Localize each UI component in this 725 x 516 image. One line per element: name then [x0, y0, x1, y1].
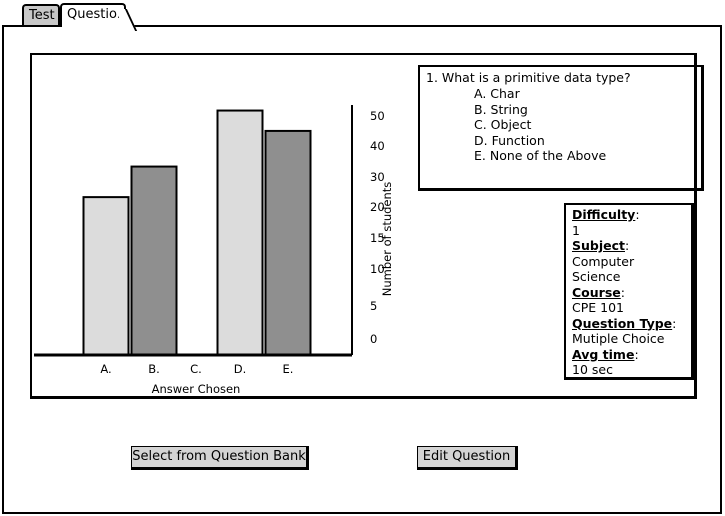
- option-e: E. None of the Above: [474, 148, 607, 163]
- x-axis-title: Answer Chosen: [152, 382, 241, 396]
- subject-value: Computer Science: [572, 253, 635, 285]
- x-tick-label: B.: [148, 362, 160, 376]
- x-tick-label: A.: [100, 362, 111, 376]
- avg-time-value: 10 sec: [572, 362, 613, 377]
- y-tick-label: 10: [370, 262, 385, 276]
- question-panel: 0 5 10 15 20 30 40 50 A. B. C. D. E. Answer Chosen Num…: [2, 25, 722, 514]
- option-b: B. String: [474, 101, 528, 117]
- difficulty-value: 1: [572, 222, 580, 238]
- subject-label: Subject: [572, 238, 625, 253]
- question-details-box: 0 5 10 15 20 30 40 50 A. B. C. D. E. Answer Chosen Num…: [30, 53, 704, 399]
- answer-distribution-chart: 0 5 10 15 20 30 40 50 A. B. C. D. E. Answer Chosen Num…: [34, 105, 394, 396]
- y-tick-label: 15: [370, 231, 385, 245]
- avg-time-label: Avg time: [572, 346, 635, 362]
- tab-test[interactable]: Test: [22, 4, 60, 26]
- y-tick-label: 5: [370, 299, 377, 313]
- bar-a: [82, 196, 130, 356]
- bar-b: [130, 165, 178, 356]
- x-tick-label: E.: [283, 362, 294, 376]
- course-label: Course: [572, 284, 621, 300]
- question-card: 1. What is a primitive data type? A. Cha…: [418, 65, 704, 191]
- difficulty-label: Difficulty: [572, 207, 636, 222]
- tab-question[interactable]: Question: [60, 3, 126, 27]
- y-tick-label: 30: [370, 170, 385, 184]
- question-type-label: Question Type: [572, 315, 673, 331]
- bar-e: [264, 129, 312, 356]
- option-a: A. Char: [474, 86, 520, 101]
- question-type-value: Mutiple Choice: [572, 331, 665, 346]
- edit-question-button[interactable]: Edit Question: [417, 446, 518, 470]
- x-tick-label: D.: [234, 362, 247, 376]
- option-d: D. Function: [474, 132, 545, 148]
- y-tick-label: 20: [370, 200, 385, 214]
- select-from-question-bank-button[interactable]: Select from Question Bank: [131, 446, 309, 470]
- x-tick-label: C.: [190, 362, 202, 376]
- question-info-card: Difficulty: 1 Subject: Computer Science …: [564, 203, 694, 380]
- y-axis-title: Number of students: [380, 182, 394, 297]
- y-tick-label: 40: [370, 139, 385, 153]
- y-tick-label: 50: [370, 109, 385, 123]
- course-value: CPE 101: [572, 300, 624, 315]
- option-c: C. Object: [474, 117, 532, 132]
- bar-d: [216, 109, 264, 357]
- question-text: 1. What is a primitive data type?: [426, 70, 631, 85]
- y-tick-label: 0: [370, 332, 377, 346]
